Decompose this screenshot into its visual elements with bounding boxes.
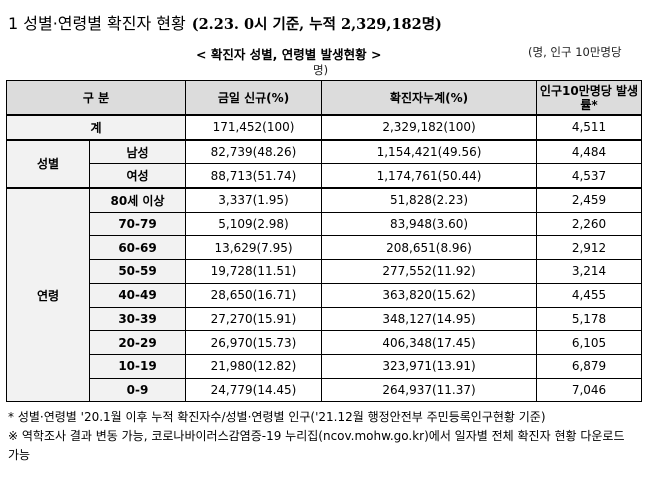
row-new: 13,629(7.95) — [185, 235, 323, 261]
row-cum: 277,552(11.92) — [321, 259, 538, 284]
table-row: 20-29 26,970(15.73) 406,348(17.45) 6,105 — [7, 330, 643, 355]
row-new: 27,270(15.91) — [185, 306, 323, 332]
total-rate: 4,511 — [536, 114, 643, 141]
row-new: 82,739(48.26) — [185, 138, 323, 165]
row-rate: 2,459 — [536, 187, 643, 213]
header-rate: 인구10만명당 발생률* — [536, 80, 643, 116]
row-label: 70-79 — [88, 211, 187, 237]
gender-group-label: 성별 — [6, 138, 90, 189]
row-new: 19,728(11.51) — [185, 259, 323, 284]
header-row: 구 분 금일 신규(%) 확진자누계(%) 인구10만명당 발생률* — [5, 80, 643, 116]
row-label: 남성 — [88, 138, 187, 165]
table-title: < 확진자 성별, 연령별 발생현황 > — [196, 47, 382, 62]
row-cum: 83,948(3.60) — [321, 211, 538, 237]
unit-note: (명, 인구 10만명당 — [528, 45, 622, 59]
table-row: 70-79 5,109(2.98) 83,948(3.60) 2,260 — [7, 211, 643, 237]
row-cum: 264,937(11.37) — [321, 377, 538, 403]
row-new: 21,980(12.82) — [185, 353, 323, 379]
row-cum: 363,820(15.62) — [321, 282, 538, 308]
row-rate: 2,260 — [536, 211, 643, 237]
row-cum: 323,971(13.91) — [321, 353, 538, 379]
row-cum: 208,651(8.96) — [321, 235, 538, 261]
title-sub: (2.23. 0시 기준, 누적 2,329,182명) — [191, 16, 442, 33]
status-table: 구 분 금일 신규(%) 확진자누계(%) 인구10만명당 발생률* 계 171… — [5, 80, 643, 403]
age-group-label: 연령 — [6, 187, 90, 403]
row-new: 28,650(16.71) — [185, 282, 323, 308]
row-label: 60-69 — [88, 235, 187, 261]
row-rate: 4,537 — [536, 163, 643, 189]
page-title: 1 성별·연령별 확진자 현황 (2.23. 0시 기준, 누적 2,329,18… — [8, 10, 442, 34]
total-new: 171,452(100) — [185, 114, 323, 141]
row-cum: 51,828(2.23) — [321, 187, 538, 213]
row-label: 50-59 — [88, 259, 187, 284]
row-cum: 1,154,421(49.56) — [321, 138, 538, 165]
table-row: 여성 88,713(51.74) 1,174,761(50.44) 4,537 — [7, 163, 643, 189]
row-new: 26,970(15.73) — [185, 330, 323, 355]
table-row: 50-59 19,728(11.51) 277,552(11.92) 3,214 — [7, 259, 643, 284]
row-label: 80세 이상 — [88, 187, 187, 213]
row-rate: 5,178 — [536, 306, 643, 332]
row-rate: 2,912 — [536, 235, 643, 261]
total-cum: 2,329,182(100) — [321, 114, 538, 141]
header-category: 구 분 — [5, 80, 187, 116]
row-label: 여성 — [88, 163, 187, 189]
row-rate: 3,214 — [536, 259, 643, 284]
row-label: 20-29 — [88, 330, 187, 355]
row-rate: 4,484 — [536, 138, 643, 165]
title-main: 1 성별·연령별 확진자 현황 — [8, 14, 186, 33]
row-new: 5,109(2.98) — [185, 211, 323, 237]
footnotes: * 성별·연령별 '20.1월 이후 누적 확진자수/성별·연령별 인구('21… — [8, 408, 638, 465]
table-row: 0-9 24,779(14.45) 264,937(11.37) 7,046 — [7, 377, 643, 403]
row-label: 30-39 — [88, 306, 187, 332]
row-label: 10-19 — [88, 353, 187, 379]
table-row: 60-69 13,629(7.95) 208,651(8.96) 2,912 — [7, 235, 643, 261]
table-row: 40-49 28,650(16.71) 363,820(15.62) 4,455 — [7, 282, 643, 308]
table-row: 연령 80세 이상 3,337(1.95) 51,828(2.23) 2,459 — [6, 187, 643, 403]
footnote: ※ 역학조사 결과 변동 가능, 코로나바이러스감염증-19 누리집(ncov.… — [8, 429, 625, 462]
table-row: 10-19 21,980(12.82) 323,971(13.91) 6,879 — [7, 353, 643, 379]
row-label: 0-9 — [88, 377, 187, 403]
row-rate: 4,455 — [536, 282, 643, 308]
row-cum: 406,348(17.45) — [321, 330, 538, 355]
footnote: * 성별·연령별 '20.1월 이후 누적 확진자수/성별·연령별 인구('21… — [8, 410, 546, 424]
row-rate: 6,105 — [536, 330, 643, 355]
header-cumulative: 확진자누계(%) — [321, 80, 538, 116]
total-label: 계 — [5, 114, 187, 141]
row-new: 88,713(51.74) — [185, 163, 323, 189]
row-rate: 7,046 — [536, 377, 643, 403]
row-new: 24,779(14.45) — [185, 377, 323, 403]
total-row: 계 171,452(100) 2,329,182(100) 4,511 — [5, 114, 643, 141]
table-row: 성별 남성 82,739(48.26) 1,154,421(49.56) 4,484 — [6, 138, 643, 189]
row-new: 3,337(1.95) — [185, 187, 323, 213]
row-cum: 348,127(14.95) — [321, 306, 538, 332]
row-rate: 6,879 — [536, 353, 643, 379]
row-label: 40-49 — [88, 282, 187, 308]
table-row: 30-39 27,270(15.91) 348,127(14.95) 5,178 — [7, 306, 643, 332]
header-new: 금일 신규(%) — [185, 80, 323, 116]
unit-note-cont: 명) — [313, 63, 329, 77]
row-cum: 1,174,761(50.44) — [321, 163, 538, 189]
